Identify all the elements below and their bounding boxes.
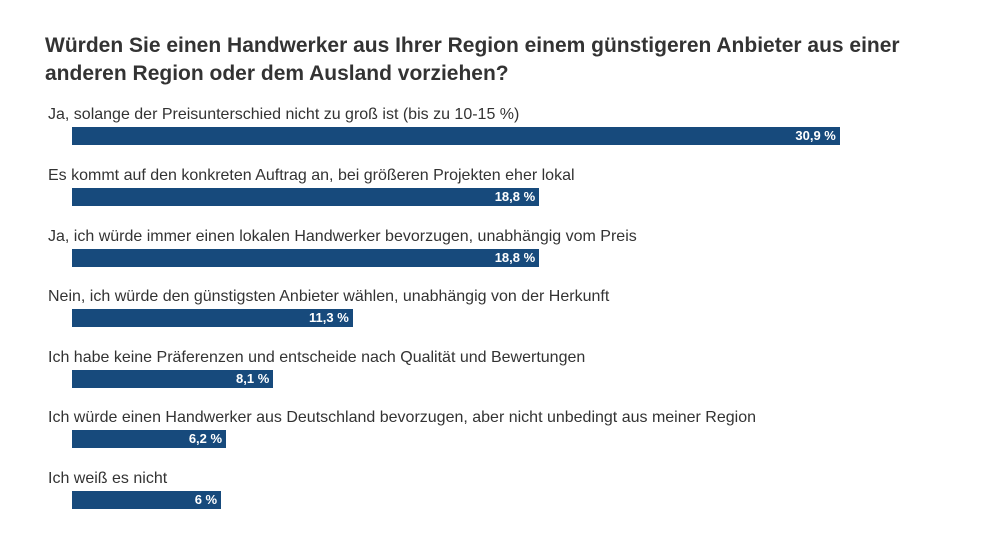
category-label: Ja, ich würde immer einen lokalen Handwe… [48, 228, 637, 245]
bar: 18,8 % [72, 249, 540, 267]
category-label: Nein, ich würde den günstigsten Anbieter… [48, 288, 610, 305]
chart-title: Würden Sie einen Handwerker aus Ihrer Re… [45, 34, 900, 85]
data-label: 6 % [194, 492, 218, 507]
bar: 6 % [72, 491, 222, 509]
bar: 8,1 % [72, 370, 274, 388]
data-label: 18,8 % [494, 250, 536, 265]
data-label: 8,1 % [236, 371, 270, 386]
data-label: 30,9 % [795, 128, 836, 143]
category-label: Ich würde einen Handwerker aus Deutschla… [48, 409, 756, 426]
bar-row: Ich habe keine Präferenzen und entscheid… [0, 349, 991, 409]
data-label: 11,3 % [309, 310, 349, 325]
bar-row: Ja, ich würde immer einen lokalen Handwe… [0, 228, 991, 288]
category-label: Ich weiß es nicht [48, 470, 168, 487]
category-label: Ja, solange der Preisunterschied nicht z… [48, 106, 520, 123]
bar: 11,3 % [72, 309, 353, 327]
bar-row: Es kommt auf den konkreten Auftrag an, b… [0, 167, 991, 227]
bar: 30,9 % [72, 127, 840, 145]
data-label: 18,8 % [494, 189, 536, 204]
bar-row: Ja, solange der Preisunterschied nicht z… [0, 106, 991, 166]
bar-row: Ich weiß es nicht 6 % [0, 470, 991, 530]
bar-row: Ich würde einen Handwerker aus Deutschla… [0, 409, 991, 469]
bar-row: Nein, ich würde den günstigsten Anbieter… [0, 288, 991, 348]
category-label: Ich habe keine Präferenzen und entscheid… [48, 349, 586, 366]
bar: 6,2 % [72, 430, 227, 448]
bar: 18,8 % [72, 188, 540, 206]
data-label: 6,2 % [188, 431, 223, 446]
category-label: Es kommt auf den konkreten Auftrag an, b… [48, 167, 575, 184]
